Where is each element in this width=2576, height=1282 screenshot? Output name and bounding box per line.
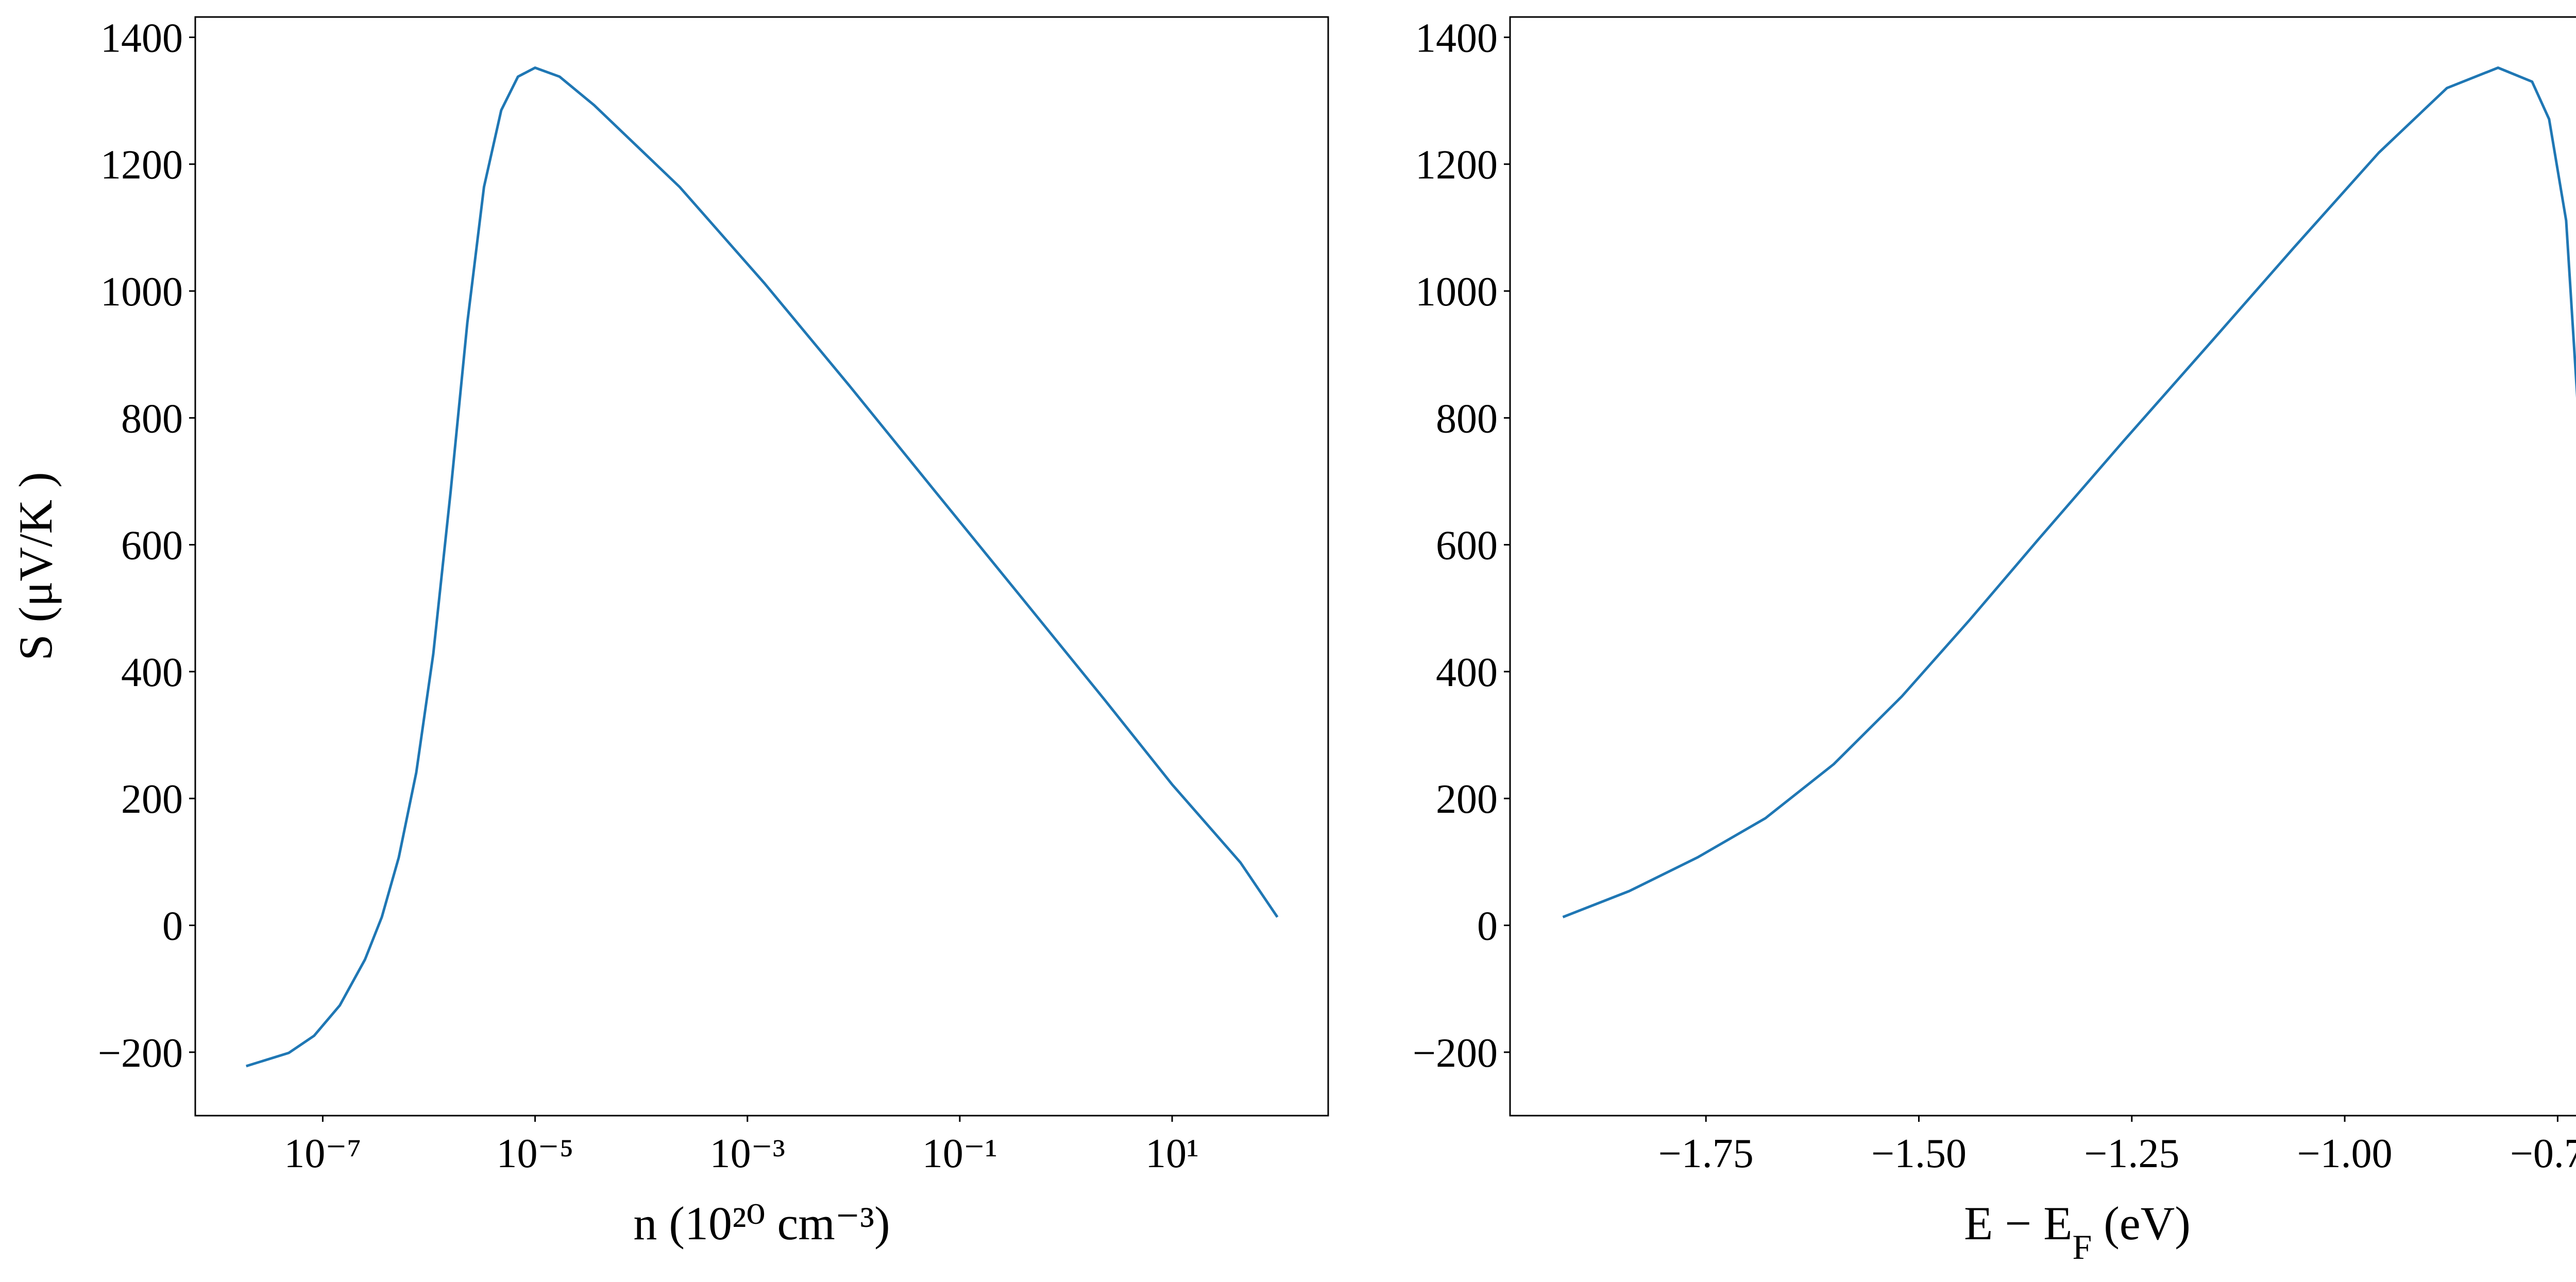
y-tick-label: 1000 bbox=[100, 269, 183, 315]
data-line bbox=[1562, 66, 2576, 918]
x-tick-label: 10⁻⁷ bbox=[284, 1131, 361, 1176]
y-tick-label: 400 bbox=[121, 650, 183, 695]
x-tick-label: −1.25 bbox=[2084, 1131, 2179, 1176]
y-tick-label: 200 bbox=[1436, 777, 1498, 822]
y-axis-label: S (μV/K ) bbox=[9, 472, 62, 660]
y-tick-label: 400 bbox=[1436, 650, 1498, 695]
axes-frame bbox=[194, 16, 1329, 1117]
y-tick-label: 800 bbox=[1436, 396, 1498, 441]
x-tick-label: −1.50 bbox=[1871, 1131, 1967, 1176]
x-tick-label: 10⁻³ bbox=[710, 1131, 785, 1176]
data-line bbox=[246, 66, 1279, 1068]
y-tick-label: 600 bbox=[121, 523, 183, 569]
x-tick-label: 10⁻⁵ bbox=[497, 1131, 574, 1176]
x-tick-label: 10⁻¹ bbox=[922, 1131, 997, 1176]
x-tick-label: −1.75 bbox=[1658, 1131, 1754, 1176]
y-tick-label: −200 bbox=[1413, 1031, 1498, 1076]
x-tick-label: 10¹ bbox=[1145, 1131, 1199, 1176]
y-tick-label: 1200 bbox=[1415, 143, 1498, 188]
x-tick-label: −0.75 bbox=[2510, 1131, 2576, 1176]
y-tick-label: 0 bbox=[1477, 904, 1498, 949]
y-tick-label: 1000 bbox=[1415, 269, 1498, 315]
axes-frame bbox=[1509, 16, 2576, 1117]
x-axis-label: E − EF (eV) bbox=[1964, 1197, 2191, 1267]
y-tick-label: 800 bbox=[121, 396, 183, 441]
x-tick-label: −1.00 bbox=[2297, 1131, 2393, 1176]
y-tick-label: −200 bbox=[98, 1031, 183, 1076]
y-tick-label: 200 bbox=[121, 777, 183, 822]
y-tick-label: 0 bbox=[162, 904, 183, 949]
y-tick-label: 1400 bbox=[100, 15, 183, 61]
y-tick-label: 1200 bbox=[100, 143, 183, 188]
x-axis-label: n (10²⁰ cm⁻³) bbox=[633, 1197, 890, 1250]
y-tick-label: 600 bbox=[1436, 523, 1498, 569]
y-tick-label: 1400 bbox=[1415, 15, 1498, 61]
